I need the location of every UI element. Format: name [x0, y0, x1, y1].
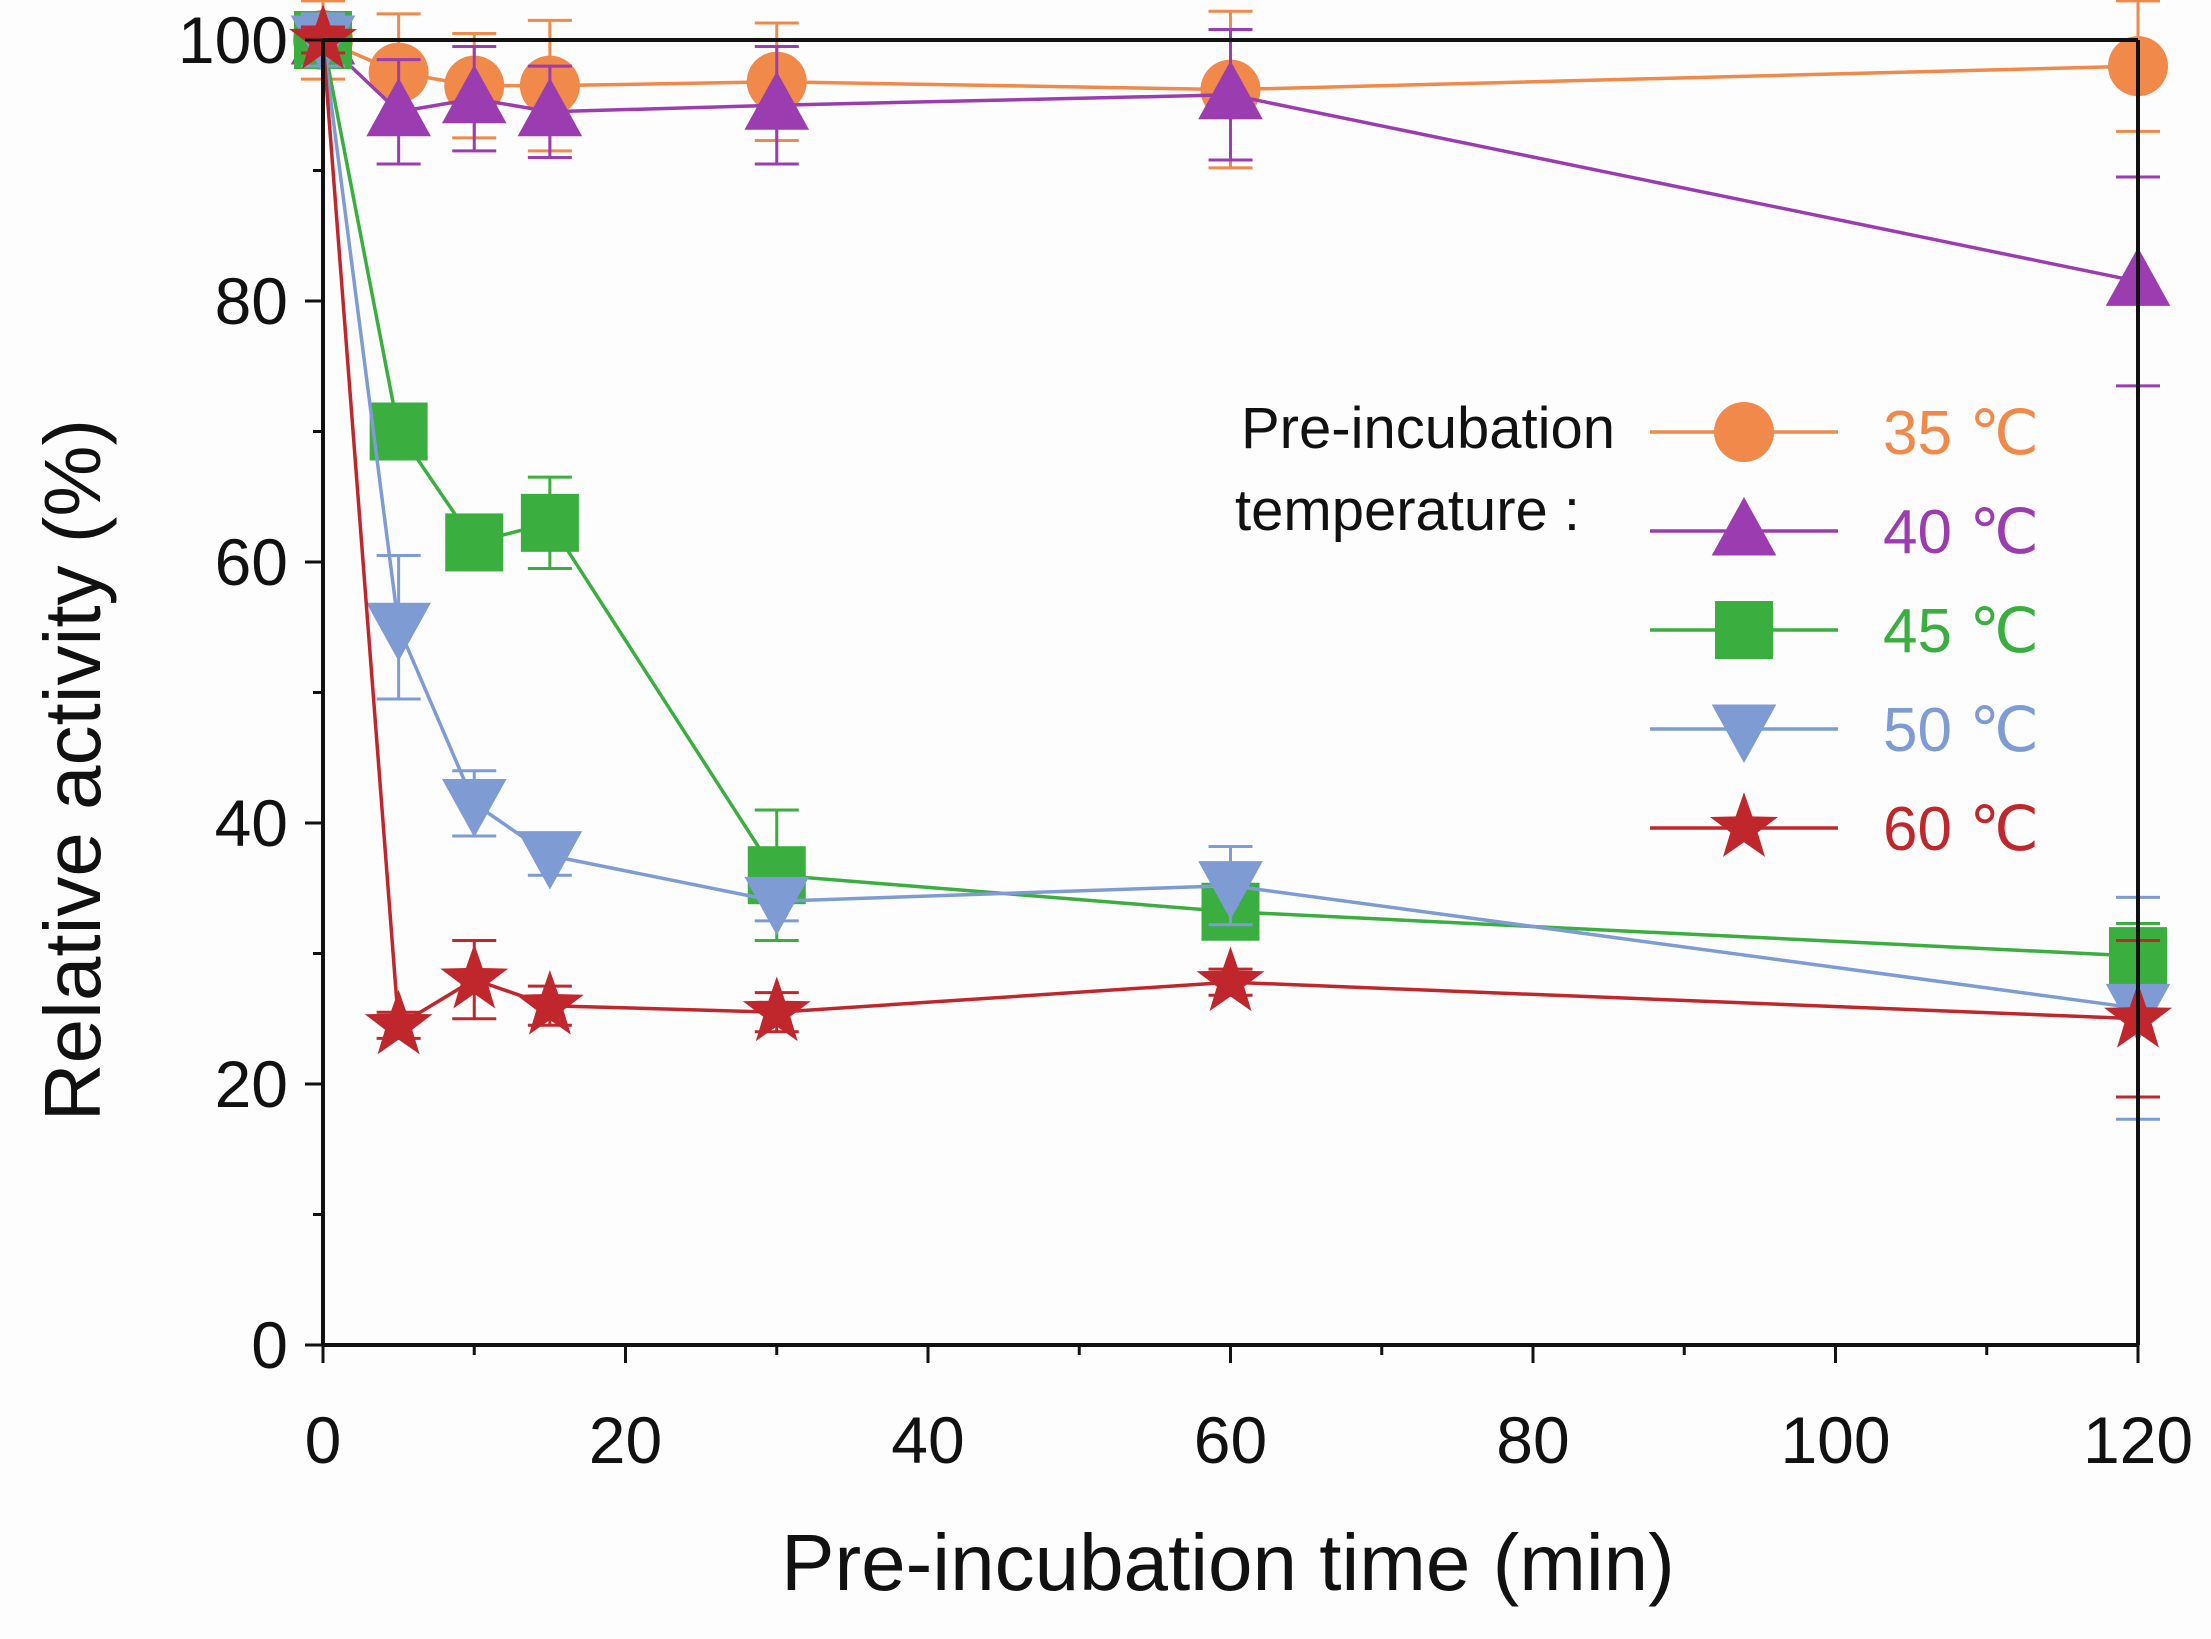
legend-marker — [1715, 601, 1773, 659]
data-point — [517, 831, 583, 890]
x-tick-label: 20 — [589, 1403, 662, 1477]
legend-marker — [1710, 792, 1778, 857]
legend-marker — [1711, 704, 1777, 763]
y-axis-title: Relative activity (%) — [28, 419, 117, 1121]
data-point — [289, 4, 357, 69]
data-point — [1196, 946, 1265, 1012]
legend-title-line-1: Pre-incubation — [1241, 396, 1615, 461]
data-point — [366, 77, 431, 137]
legend-entry-0: 35 ℃ — [1650, 399, 2039, 468]
x-tick-label: 120 — [2083, 1403, 2193, 1477]
data-point — [440, 943, 509, 1009]
data-point — [517, 77, 583, 137]
series-4 — [289, 4, 2172, 1099]
legend-entry-3: 50 ℃ — [1650, 696, 2039, 765]
y-tick-label: 0 — [251, 1308, 288, 1382]
legend-entry-4: 60 ℃ — [1650, 792, 2039, 864]
x-tick-label: 80 — [1496, 1403, 1569, 1477]
y-tick-label: 80 — [215, 264, 288, 338]
data-point — [441, 778, 507, 838]
legend-marker — [1711, 497, 1777, 556]
data-point — [369, 402, 428, 461]
x-tick-label: 0 — [305, 1403, 342, 1477]
legend-title-line-2: temperature : — [1235, 478, 1580, 543]
x-tick-label: 60 — [1194, 1403, 1267, 1477]
series-line — [321, 39, 2139, 958]
data-point — [515, 970, 584, 1035]
plot-area — [323, 40, 2138, 1345]
legend-entry-1: 40 ℃ — [1650, 497, 2039, 567]
data-point — [445, 513, 504, 572]
x-axis-title: Pre-incubation time (min) — [781, 1518, 1675, 1607]
data-point — [744, 71, 810, 130]
legend-label: 45 ℃ — [1883, 597, 2039, 666]
data-point — [744, 876, 810, 936]
y-tick-label: 100 — [178, 3, 288, 77]
data-point — [742, 976, 811, 1042]
x-tick-label: 100 — [1780, 1403, 1890, 1477]
legend-entry-2: 45 ℃ — [1650, 597, 2039, 666]
data-point — [364, 989, 433, 1055]
legend-label: 35 ℃ — [1883, 399, 2039, 468]
y-tick-label: 60 — [215, 525, 288, 599]
legend-label: 40 ℃ — [1883, 498, 2039, 567]
legend-label: 60 ℃ — [1883, 795, 2039, 864]
data-point — [1198, 861, 1263, 920]
data-point — [1198, 60, 1263, 120]
y-tick-label: 40 — [215, 786, 288, 860]
y-tick-label: 20 — [215, 1047, 288, 1121]
legend-marker — [1714, 402, 1774, 462]
legend-label: 50 ℃ — [1883, 696, 2039, 765]
data-point — [520, 493, 579, 552]
x-tick-label: 40 — [891, 1403, 964, 1477]
series-1 — [290, 6, 2171, 388]
data-point — [366, 602, 431, 662]
data-point — [441, 64, 507, 124]
